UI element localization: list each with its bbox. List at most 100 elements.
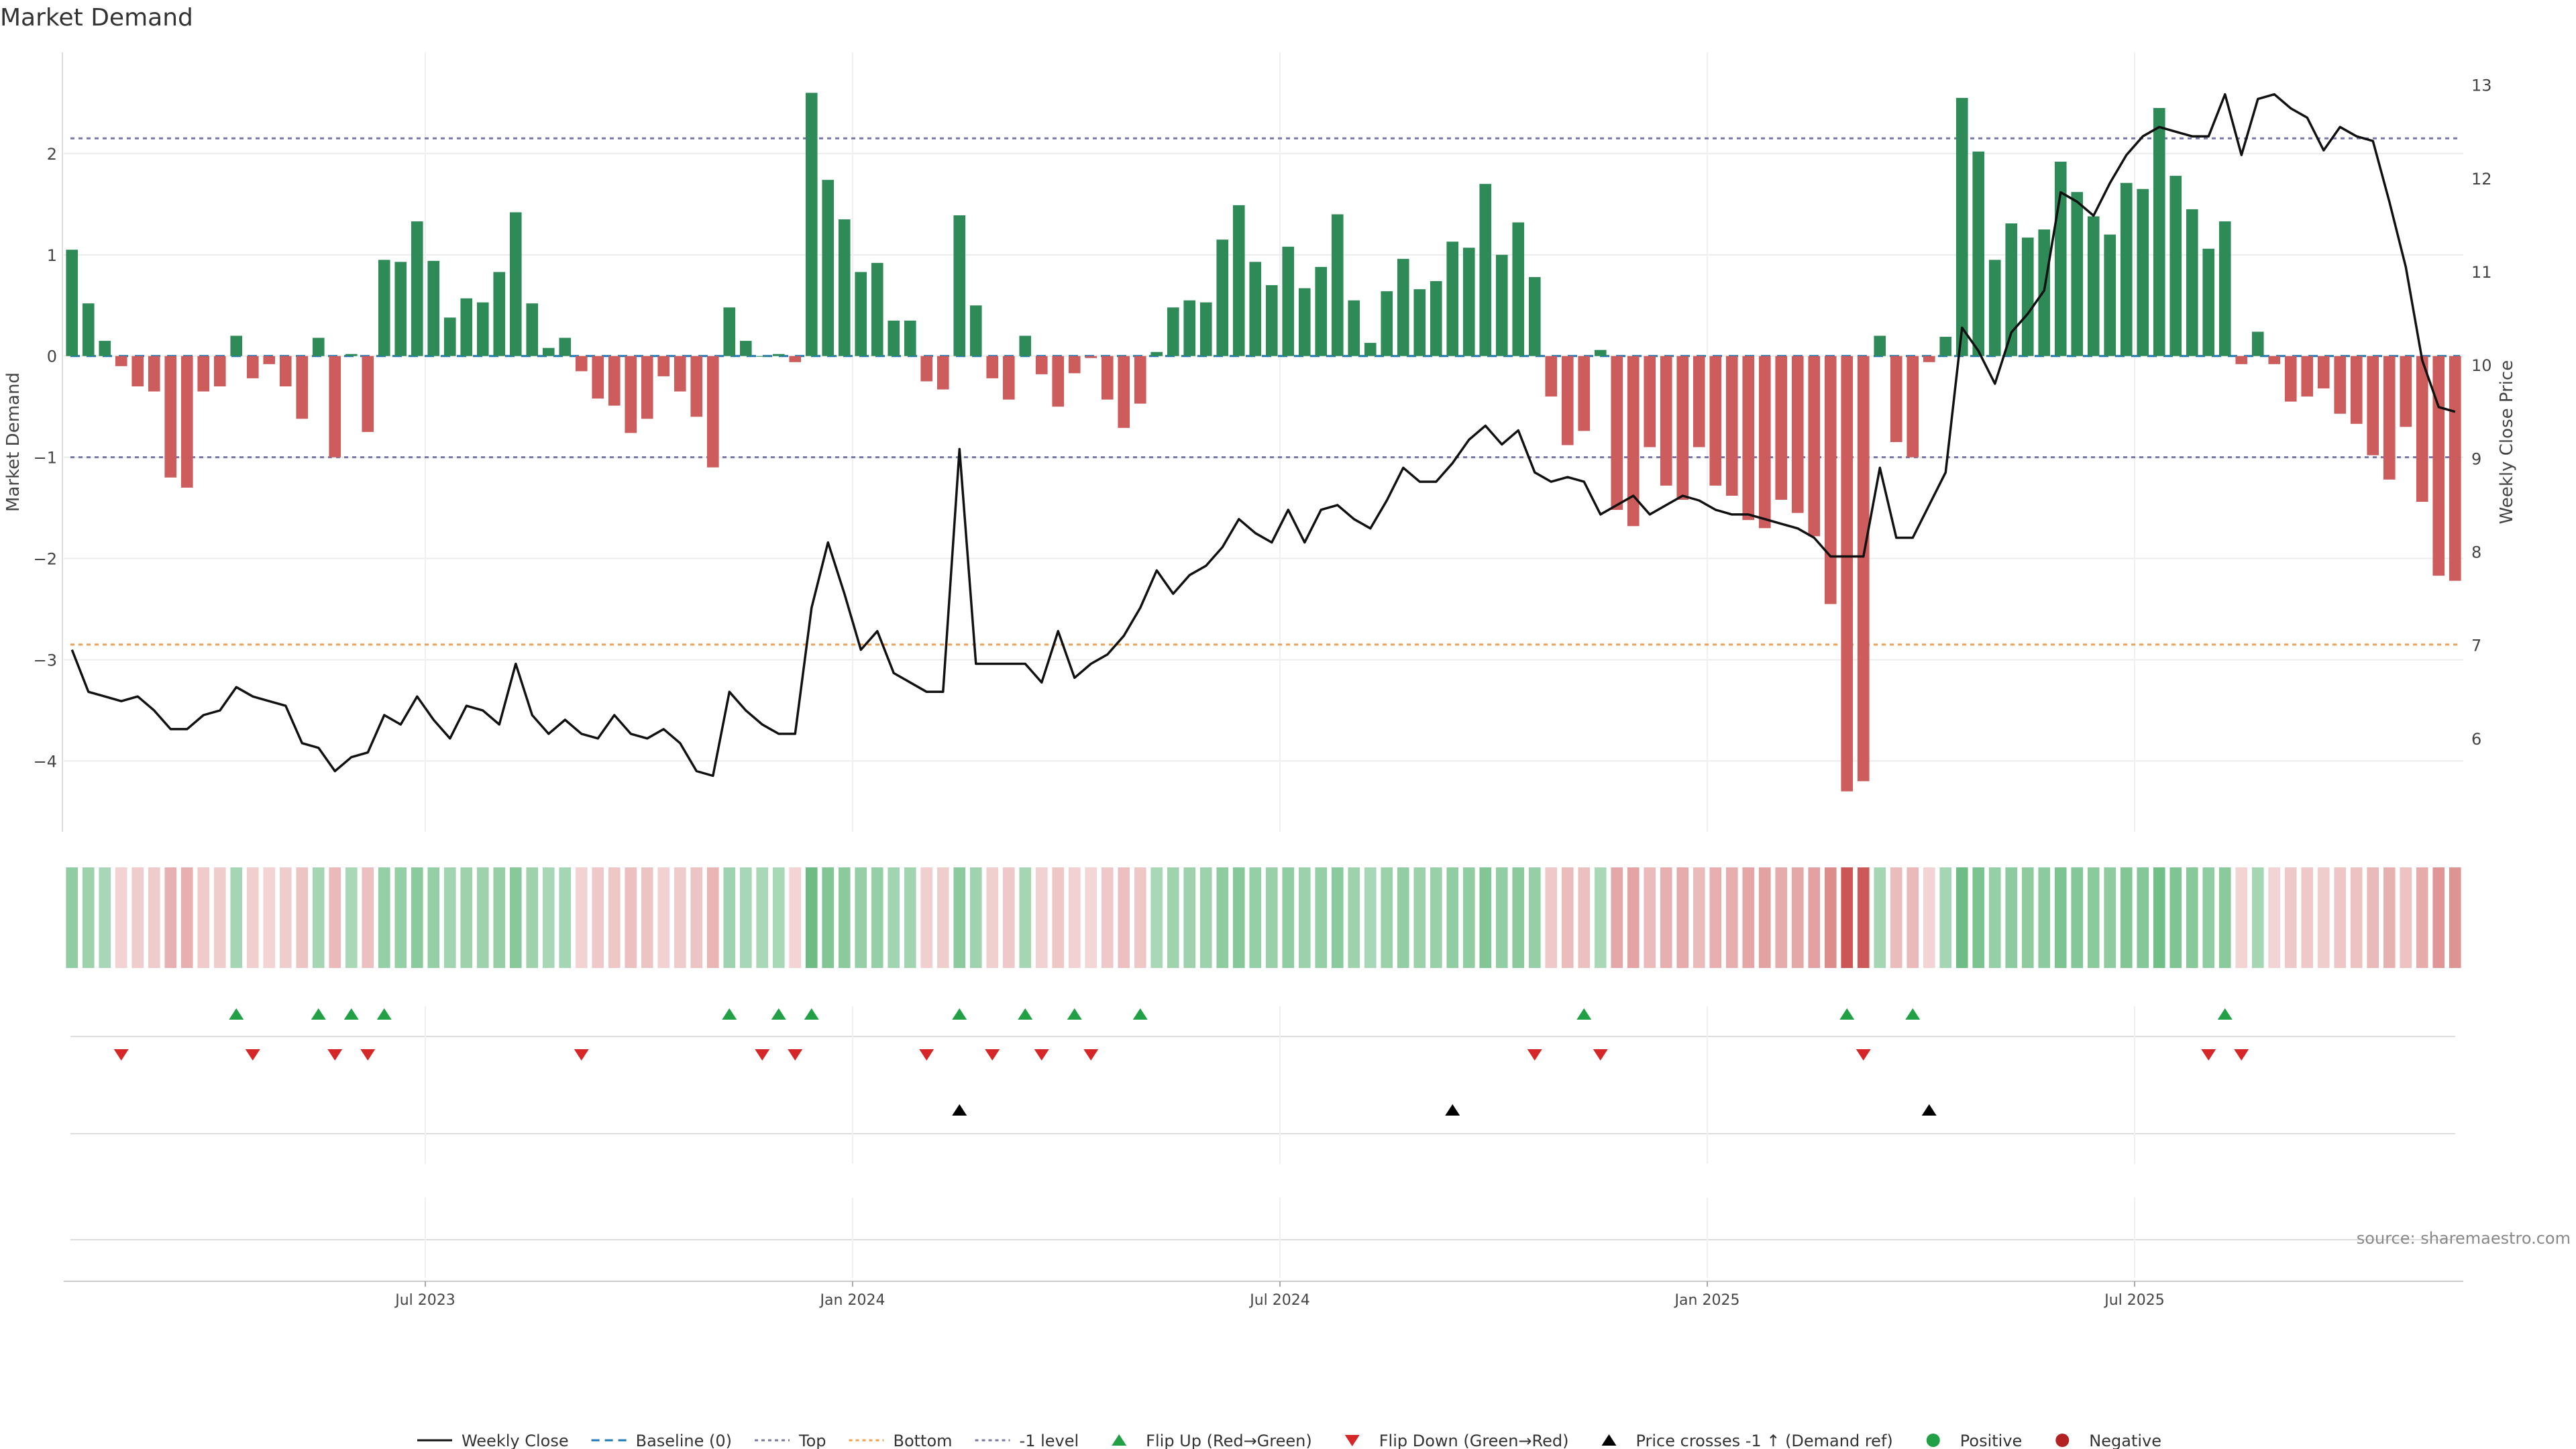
legend-icon-circle: [1926, 1434, 1940, 1447]
heatmap-cell: [1479, 867, 1492, 968]
heatmap-cell: [888, 867, 900, 968]
price-cross-marker: [1445, 1104, 1460, 1116]
y2-axis-title: Weekly Close Price: [2497, 360, 2517, 525]
demand-bar: [1315, 266, 1328, 356]
flip-down-marker: [985, 1049, 1000, 1061]
y-tick-label: 2: [47, 145, 57, 164]
demand-bar: [1907, 356, 1919, 458]
demand-bar: [1874, 335, 1886, 356]
demand-bar: [1265, 285, 1278, 356]
demand-bar: [1890, 356, 1902, 442]
demand-bar: [1052, 356, 1065, 407]
heatmap-cell: [1988, 867, 2001, 968]
heatmap-cell: [1512, 867, 1525, 968]
flip-down-marker: [919, 1049, 934, 1061]
demand-bar: [2218, 221, 2231, 356]
demand-bar: [1249, 262, 1262, 356]
heatmap-cell: [1545, 867, 1558, 968]
y-tick-label: −3: [34, 651, 57, 669]
heatmap-cell: [1725, 867, 1738, 968]
heatmap-cell: [197, 867, 210, 968]
demand-bar: [1923, 356, 1935, 362]
demand-bar: [936, 356, 949, 390]
heatmap-cell: [1890, 867, 1902, 968]
flip-down-marker: [113, 1049, 129, 1061]
demand-bar: [296, 356, 309, 419]
heatmap-cell: [509, 867, 522, 968]
demand-bar: [2367, 356, 2379, 455]
demand-bar: [230, 335, 243, 356]
demand-bar: [1150, 352, 1163, 356]
demand-bar: [2334, 356, 2347, 414]
demand-bar: [1857, 356, 1870, 782]
heatmap-cell: [1594, 867, 1607, 968]
demand-bar: [575, 356, 588, 372]
demand-bar: [493, 272, 506, 356]
demand-bar: [822, 180, 835, 356]
heatmap-cell: [2383, 867, 2396, 968]
demand-bar: [674, 356, 686, 392]
flip-up-marker: [1905, 1008, 1921, 1020]
heatmap-cell: [180, 867, 193, 968]
demand-bar: [526, 303, 539, 356]
demand-bar: [1282, 246, 1295, 356]
demand-bar: [329, 356, 341, 458]
heatmap-cell: [1199, 867, 1212, 968]
heatmap-cell: [920, 867, 933, 968]
demand-bar: [756, 356, 769, 357]
legend-label: Bottom: [894, 1432, 953, 1449]
heatmap-cell: [1923, 867, 1935, 968]
heatmap-cell: [1167, 867, 1179, 968]
demand-bar: [2071, 192, 2084, 356]
demand-bar: [1381, 291, 1393, 356]
heatmap-cell: [1035, 867, 1048, 968]
flip-down-marker: [2234, 1049, 2249, 1061]
demand-bar: [411, 221, 423, 356]
legend-label: Negative: [2089, 1432, 2161, 1449]
y2-tick-label: 13: [2471, 76, 2492, 95]
heatmap-cell: [115, 867, 127, 968]
demand-bar: [1199, 302, 1212, 356]
flip-up-marker: [1839, 1008, 1855, 1020]
heatmap-cell: [1265, 867, 1278, 968]
demand-bar: [1824, 356, 1837, 604]
heatmap-cell: [772, 867, 785, 968]
demand-bar: [1068, 356, 1081, 374]
heatmap-cell: [1446, 867, 1459, 968]
demand-bar: [1348, 300, 1360, 356]
heatmap-cell: [1150, 867, 1163, 968]
demand-bar: [82, 303, 95, 356]
demand-bar: [1446, 241, 1459, 356]
heatmap-cell: [1841, 867, 1854, 968]
heatmap-cell: [2268, 867, 2281, 968]
demand-bar: [641, 356, 653, 419]
x-tick-label: Jul 2025: [2103, 1292, 2165, 1309]
grid-lines: [64, 52, 2463, 832]
heatmap-cell: [2087, 867, 2100, 968]
heatmap-cell: [1298, 867, 1311, 968]
demand-bar: [1512, 222, 1525, 356]
heatmap-cell: [1693, 867, 1705, 968]
demand-bar: [2054, 161, 2067, 356]
heatmap-cell: [822, 867, 835, 968]
heatmap-cell: [1611, 867, 1623, 968]
heatmap-cell: [2301, 867, 2314, 968]
demand-bar: [213, 356, 226, 386]
heatmap-cell: [953, 867, 966, 968]
price-cross-marker: [1921, 1104, 1937, 1116]
heatmap-cell: [99, 867, 111, 968]
heatmap-cell: [608, 867, 621, 968]
demand-bar: [1298, 288, 1311, 356]
heatmap-cell: [2038, 867, 2051, 968]
heatmap-cell: [1348, 867, 1360, 968]
demand-bar: [1676, 356, 1689, 500]
flip-up-marker: [771, 1008, 786, 1020]
demand-bar: [378, 260, 390, 356]
heatmap-cell: [1183, 867, 1196, 968]
source-label: source: sharemaestro.com: [2357, 1229, 2571, 1248]
demand-bar: [2449, 356, 2461, 581]
legend-label: -1 level: [1020, 1432, 1079, 1449]
demand-bar: [2268, 356, 2281, 364]
flip-up-marker: [1132, 1008, 1148, 1020]
legend-label: Price crosses -1 ↑ (Demand ref): [1635, 1432, 1892, 1449]
